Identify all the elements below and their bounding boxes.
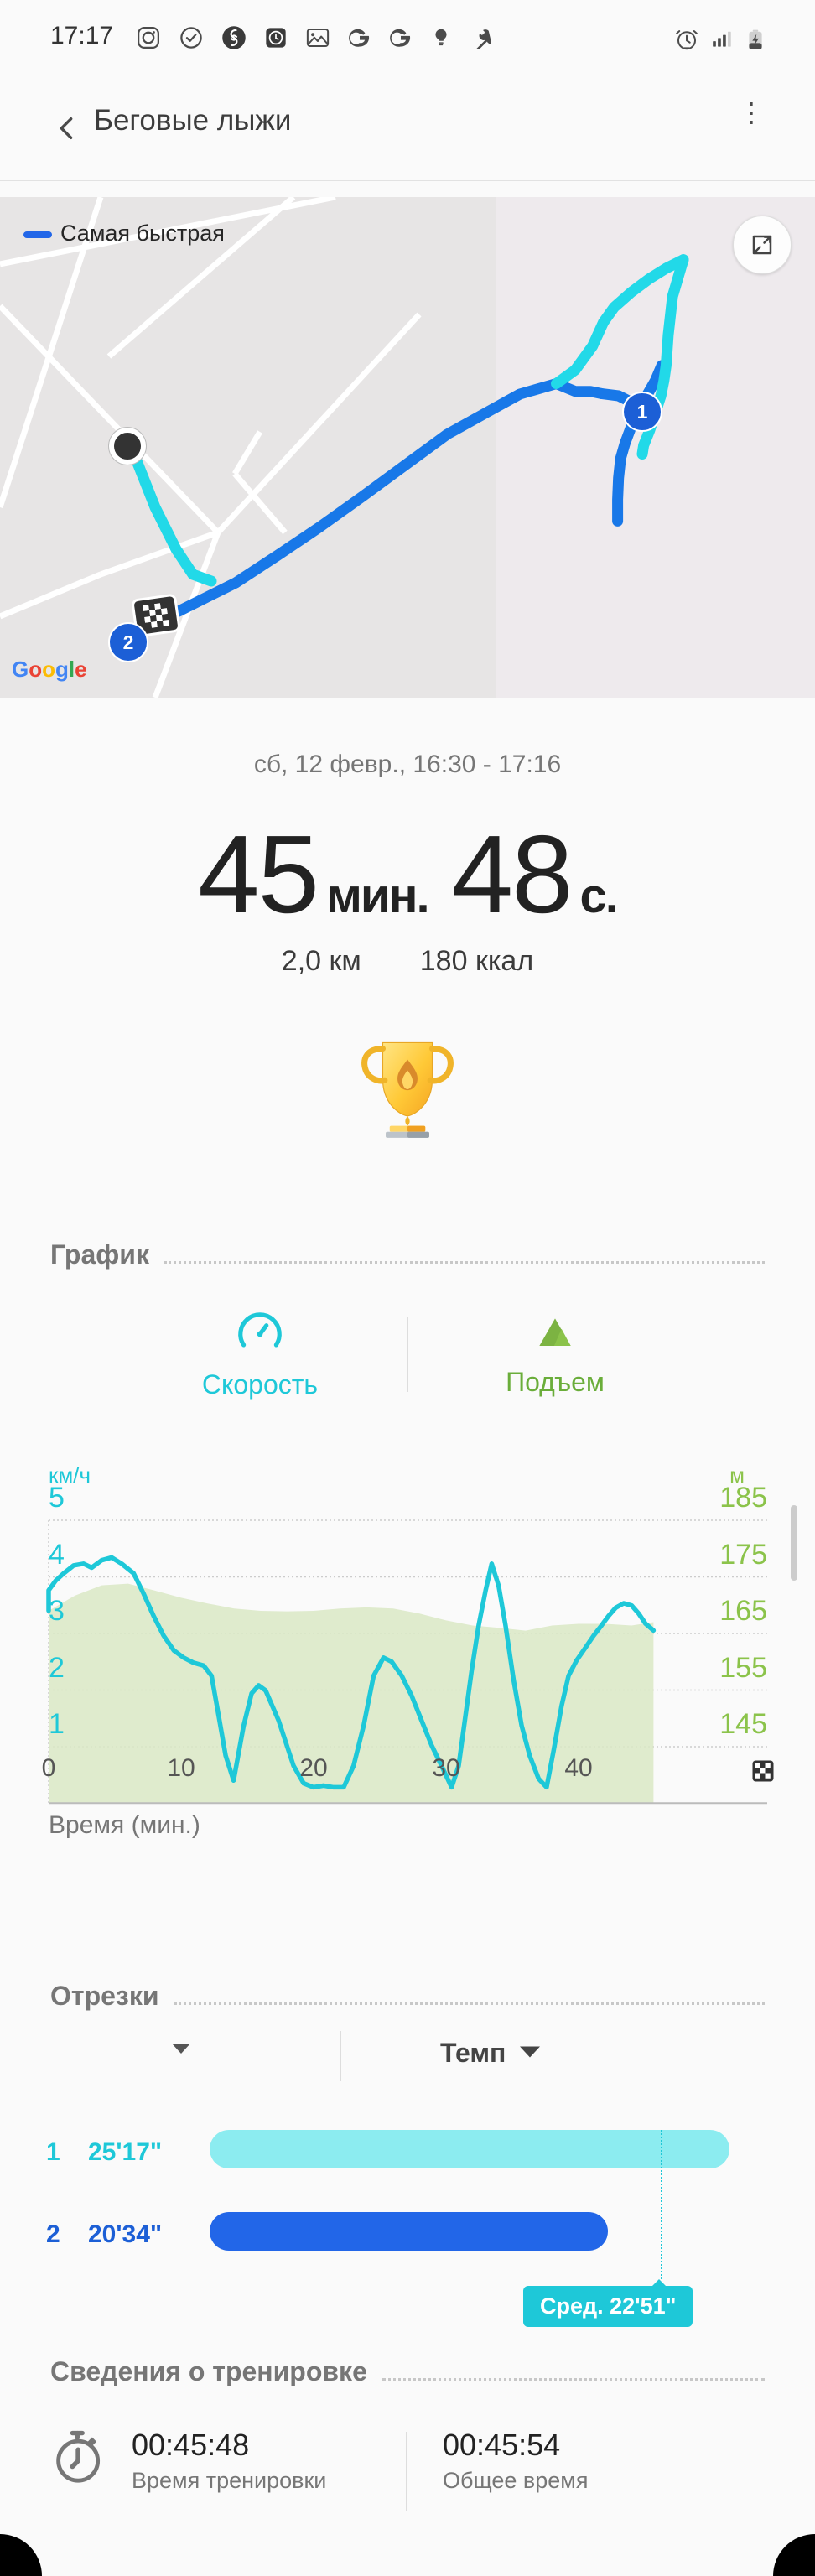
svg-text:4: 4 bbox=[49, 1539, 65, 1571]
svg-text:165: 165 bbox=[719, 1595, 767, 1627]
svg-text:1: 1 bbox=[49, 1708, 65, 1740]
svg-text:0: 0 bbox=[42, 1754, 56, 1782]
svg-text:175: 175 bbox=[719, 1539, 767, 1571]
svg-text:2: 2 bbox=[49, 1652, 65, 1684]
svg-text:145: 145 bbox=[719, 1708, 767, 1740]
svg-text:3: 3 bbox=[49, 1595, 65, 1627]
svg-text:30: 30 bbox=[432, 1754, 459, 1782]
svg-text:185: 185 bbox=[719, 1482, 767, 1514]
svg-text:5: 5 bbox=[49, 1482, 65, 1514]
svg-text:40: 40 bbox=[564, 1754, 592, 1782]
svg-text:155: 155 bbox=[719, 1652, 767, 1684]
svg-text:10: 10 bbox=[167, 1754, 195, 1782]
svg-text:20: 20 bbox=[299, 1754, 327, 1782]
